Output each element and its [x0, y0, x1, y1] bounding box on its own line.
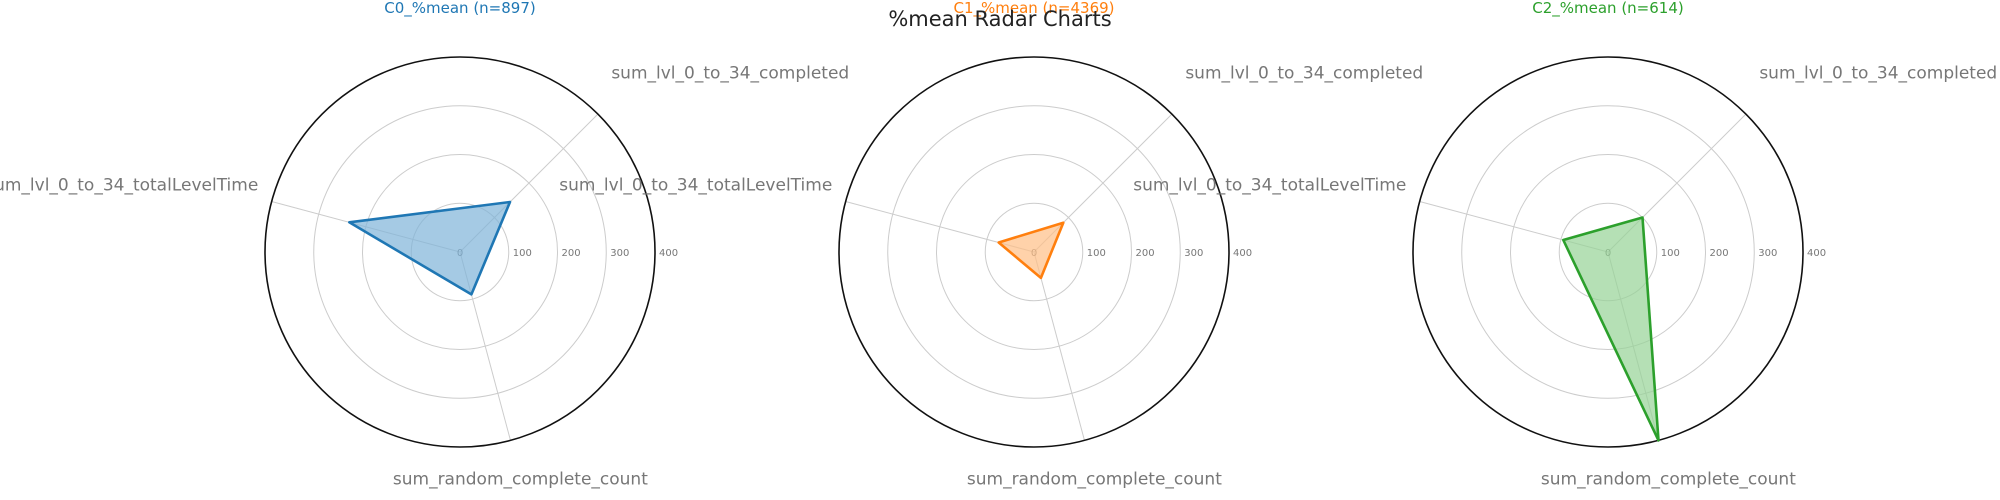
axis-label: sum_lvl_0_to_34_completed [1759, 64, 1997, 84]
radial-tick-label: 400 [1807, 248, 1826, 259]
axis-label: sum_random_complete_count [967, 470, 1222, 490]
grid-circle [1510, 154, 1706, 350]
axis-label: sum_random_complete_count [1541, 470, 1796, 490]
grid-circle [984, 202, 1084, 302]
axis-label: sum_lvl_0_to_34_totalLevelTime [1133, 176, 1406, 196]
axis-label: sum_random_complete_count [393, 470, 648, 490]
outer-frame [264, 56, 656, 448]
radial-tick-label: 300 [610, 248, 629, 259]
axis-label: sum_lvl_0_to_34_completed [611, 64, 849, 84]
data-area [998, 222, 1064, 278]
chart-title: C0_%mean (n=897) [384, 0, 536, 18]
data-outline [347, 200, 512, 296]
radial-tick-label: 200 [1136, 248, 1155, 259]
radial-tick-label: 100 [1661, 248, 1680, 259]
grid-circle [887, 105, 1181, 399]
radial-tick-label: 200 [562, 248, 581, 259]
figure-title: %mean Radar Charts [888, 7, 1111, 31]
grid-circle [1461, 105, 1755, 399]
grid-circle [936, 154, 1132, 350]
radial-tick-label: 400 [659, 248, 678, 259]
data-outline [1562, 216, 1660, 442]
data-outline [997, 221, 1065, 280]
axis-spoke [1033, 251, 1085, 441]
radial-tick-label: 300 [1184, 248, 1203, 259]
radar-chart-1: C1_%mean (n=4369)0100200300400sum_lvl_0_… [559, 0, 1423, 490]
radar-chart-2: C2_%mean (n=614)0100200300400sum_lvl_0_t… [1133, 0, 1997, 490]
chart-title: C2_%mean (n=614) [1532, 0, 1684, 18]
outer-frame [838, 56, 1230, 448]
radial-tick-label: 200 [1710, 248, 1729, 259]
data-area [349, 202, 510, 295]
grid-circle [362, 154, 558, 350]
axis-label: sum_lvl_0_to_34_totalLevelTime [559, 176, 832, 196]
axis-label: sum_lvl_0_to_34_totalLevelTime [0, 176, 258, 196]
radar-chart-0: C0_%mean (n=897)0100200300400sum_lvl_0_t… [0, 0, 849, 490]
radial-tick-label: 400 [1233, 248, 1252, 259]
radial-tick-label: 100 [513, 248, 532, 259]
axis-label: sum_lvl_0_to_34_completed [1185, 64, 1423, 84]
radial-tick-label: 100 [1087, 248, 1106, 259]
grid-circle [313, 105, 607, 399]
outer-frame [1412, 56, 1804, 448]
data-area [1563, 217, 1659, 441]
radial-tick-label: 300 [1758, 248, 1777, 259]
chart-title: C1_%mean (n=4369) [953, 0, 1114, 18]
